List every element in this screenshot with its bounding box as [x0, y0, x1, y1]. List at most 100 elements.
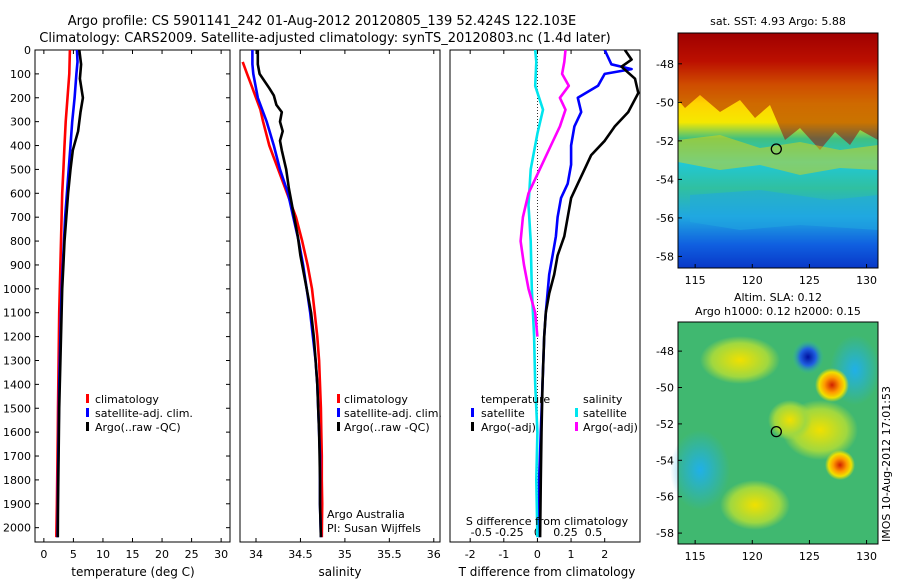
temperature-axes	[34, 49, 231, 543]
s-tick-label: 0.25	[553, 526, 578, 539]
y-tick-label: 2000	[3, 522, 31, 535]
difference-legend-temperature: temperature satellite Argo(-adj)	[471, 393, 550, 434]
legend-label-t-argo: Argo(-adj)	[481, 421, 536, 434]
salinity-xlabel: salinity	[318, 565, 361, 579]
y-tick-label: -50	[656, 382, 674, 395]
y-tick-label: 1600	[3, 426, 31, 439]
x-tick-label: 1	[568, 548, 575, 561]
difference-xlabel: T difference from climatology	[458, 565, 636, 579]
y-tick-label: 1100	[3, 307, 31, 320]
sla_map-axes: 115 120 125 130 -48 -50 -52 -54 -56 -58	[656, 345, 877, 563]
climatology-line	[241, 61, 324, 538]
y-tick-label: -52	[656, 135, 674, 148]
x-tick-label: 125	[799, 550, 820, 563]
sla-map-title-1: Altim. SLA: 0.12	[734, 291, 822, 304]
y-tick-label: -56	[656, 212, 674, 225]
difference-axes	[449, 49, 641, 543]
legend-label-argo: Argo(..raw -QC)	[95, 421, 181, 434]
y-tick-label: 400	[10, 140, 31, 153]
temperature-argo-adj--line	[538, 50, 640, 538]
legend-label-satellite: satellite-adj. clim.	[95, 407, 193, 420]
legend-swatch-satellite	[86, 408, 89, 417]
legend-label-s-satellite: satellite	[583, 407, 627, 420]
legend-swatch-satellite	[337, 408, 340, 417]
x-tick-label: 35	[338, 548, 352, 561]
x-tick-label: 36	[427, 548, 441, 561]
y-tick-label: 1300	[3, 354, 31, 367]
y-tick-label: 0	[24, 44, 31, 57]
y-tick-label: 1500	[3, 402, 31, 415]
legend-label-argo: Argo(..raw -QC)	[344, 421, 430, 434]
x-tick-label: -2	[465, 548, 476, 561]
x-tick-label: 2	[601, 548, 608, 561]
s-tick-label: -0.5	[471, 526, 492, 539]
temperature-series	[55, 50, 85, 538]
y-tick-label: 200	[10, 92, 31, 105]
profile-lines	[55, 50, 640, 538]
x-tick-label: 0	[534, 548, 541, 561]
x-tick-label: 15	[126, 548, 140, 561]
s-tick-label: 0.5	[585, 526, 603, 539]
legend-swatch-t-argo	[471, 422, 474, 431]
sla-map-title-2: Argo h1000: 0.12 h2000: 0.15	[695, 305, 861, 318]
y-tick-label: 1200	[3, 331, 31, 344]
axes-layer: 0100200300400500600700800900100011001200…	[3, 44, 608, 561]
x-tick-label: 115	[685, 550, 706, 563]
legend-swatch-t-satellite	[471, 408, 474, 417]
sst_map-axes: 115 120 125 130 -48 -50 -52 -54 -56 -58	[656, 58, 877, 287]
y-tick-label: -58	[656, 250, 674, 263]
legend-label-satellite: satellite-adj. clim.	[344, 407, 442, 420]
y-tick-label: 900	[10, 259, 31, 272]
argo-position-marker	[770, 143, 782, 155]
difference-xlabel-top: S difference from climatology	[466, 515, 629, 528]
x-tick-label: 120	[742, 274, 763, 287]
legend-title-salinity: salinity	[583, 393, 623, 406]
y-tick-label: 100	[10, 68, 31, 81]
y-tick-label: 1400	[3, 378, 31, 391]
x-tick-label: 20	[155, 548, 169, 561]
salinity-satellite-line	[527, 50, 545, 538]
legend-label-t-satellite: satellite	[481, 407, 525, 420]
legend-swatch-argo	[337, 422, 340, 431]
x-tick-label: 30	[214, 548, 228, 561]
y-tick-label: -54	[656, 173, 674, 186]
legend-swatch-climatology	[86, 394, 89, 403]
pi-label: PI: Susan Wijffels	[327, 522, 421, 535]
legend-swatch-s-satellite	[575, 408, 578, 417]
legend-label-climatology: climatology	[344, 393, 408, 406]
y-tick-label: 300	[10, 116, 31, 129]
salinity-axes	[239, 49, 441, 543]
legend-swatch-s-argo	[575, 422, 578, 431]
x-tick-label: 34.5	[288, 548, 313, 561]
x-tick-label: 130	[856, 274, 877, 287]
salinity-legend: climatology satellite-adj. clim. Argo(..…	[337, 393, 442, 434]
x-tick-label: 120	[742, 550, 763, 563]
y-tick-label: -48	[656, 345, 674, 358]
y-tick-label: -52	[656, 418, 674, 431]
salinity-argo-adj--line	[519, 50, 571, 337]
difference-legend-salinity: salinity satellite Argo(-adj)	[575, 393, 638, 434]
salinity-ticks: 34 34.5 35 35.5 36	[249, 50, 441, 561]
y-tick-label: 1900	[3, 498, 31, 511]
y-tick-label: -54	[656, 454, 674, 467]
legend-label-climatology: climatology	[95, 393, 159, 406]
s-tick-label: -0.25	[495, 526, 523, 539]
y-tick-label: 600	[10, 187, 31, 200]
y-tick-label: 1000	[3, 283, 31, 296]
sst-map-title: sat. SST: 4.93 Argo: 5.88	[710, 15, 846, 28]
x-tick-label: 34	[249, 548, 263, 561]
sst-map	[677, 32, 879, 269]
y-tick-label: -48	[656, 58, 674, 71]
sla-map	[670, 321, 880, 545]
y-tick-label: 800	[10, 235, 31, 248]
temperature-xlabel: temperature (deg C)	[71, 565, 194, 579]
timestamp: IMOS 10-Aug-2012 17:01:53	[880, 386, 893, 542]
y-tick-label: 1700	[3, 450, 31, 463]
y-tick-label: 500	[10, 163, 31, 176]
legend-label-s-argo: Argo(-adj)	[583, 421, 638, 434]
header-line2: Climatology: CARS2009. Satellite-adjuste…	[39, 31, 611, 46]
salinity-series	[241, 50, 324, 538]
argo-australia-label: Argo Australia	[327, 508, 405, 521]
